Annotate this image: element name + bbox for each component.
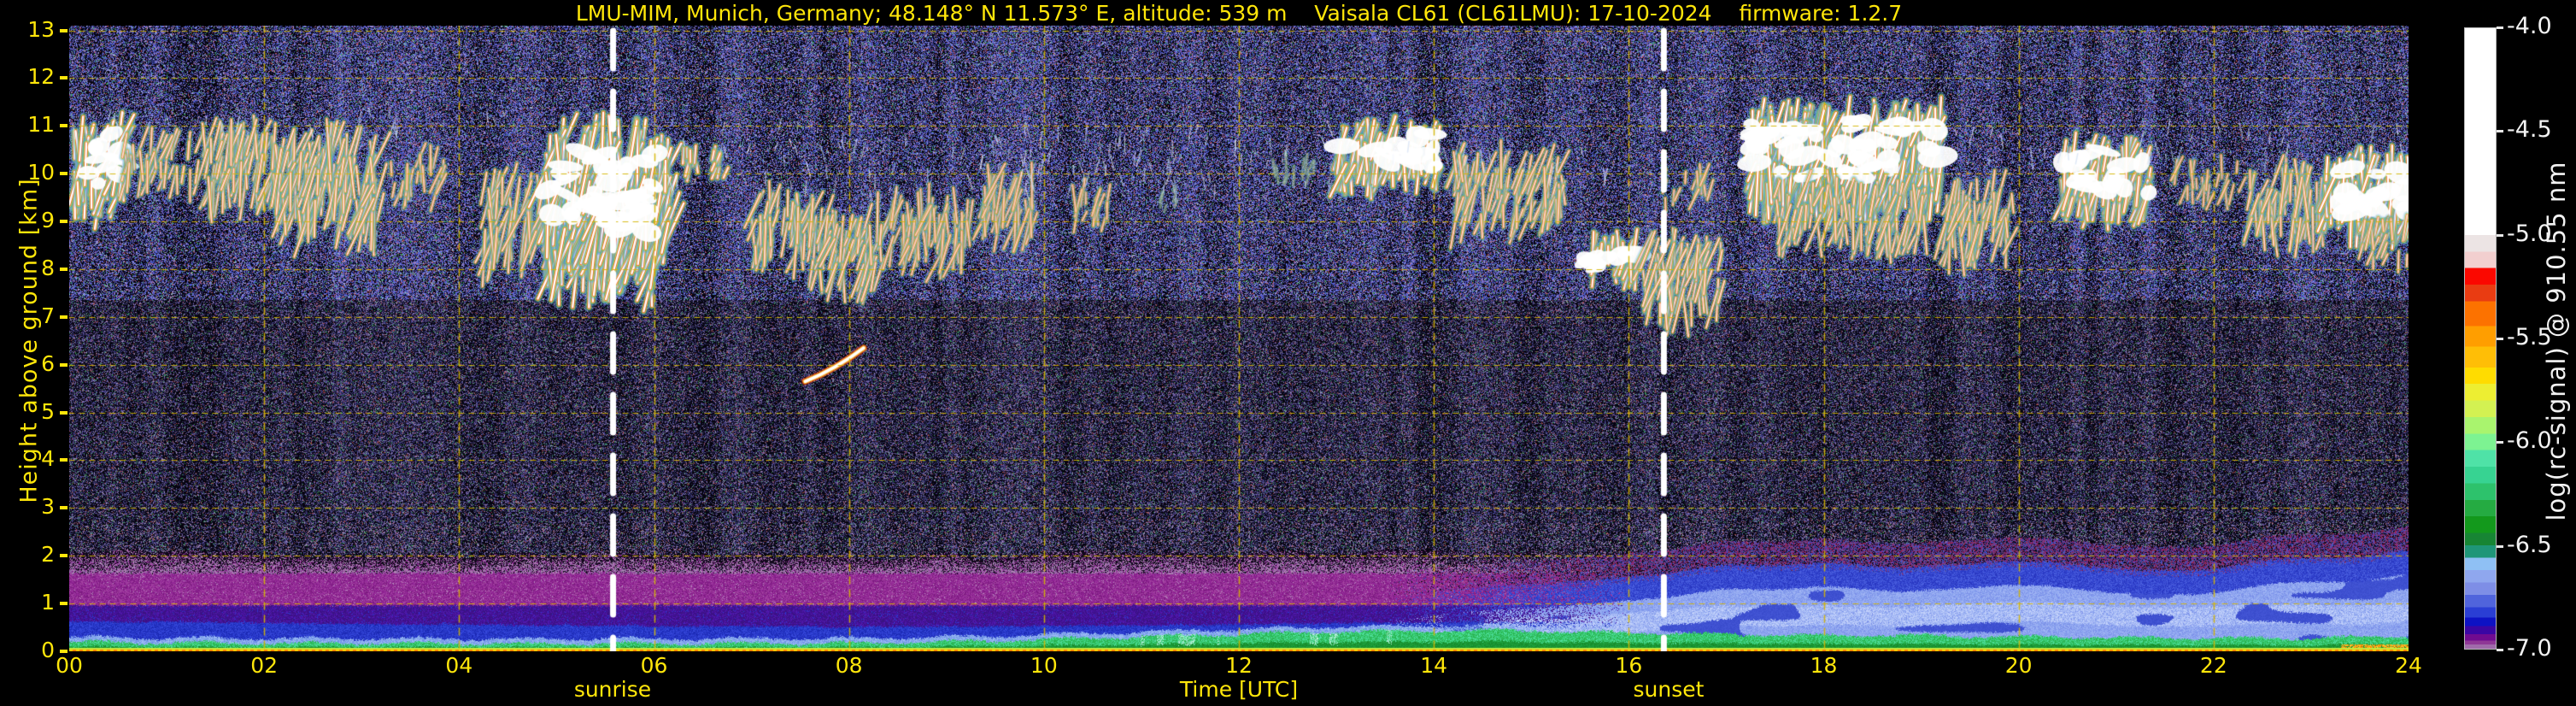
colorbar-label: log(rc-signal) @ 910.55 nm — [2542, 161, 2571, 521]
y-tick-label: 11 — [27, 112, 55, 138]
colorbar-tick-label: -4.0 — [2507, 13, 2552, 39]
y-tick-label: 5 — [41, 398, 55, 424]
x-tick-label: 16 — [1615, 653, 1643, 678]
x-tick-label: 06 — [640, 653, 668, 678]
y-tick-label: 9 — [41, 208, 55, 233]
y-tick-mark — [60, 28, 67, 32]
y-tick-label: 10 — [27, 160, 55, 185]
y-tick-mark — [60, 315, 67, 319]
colorbar — [2464, 27, 2497, 650]
y-tick-mark — [60, 362, 67, 367]
y-tick-label: 0 — [41, 638, 55, 662]
page-title: LMU-MIM, Munich, Germany; 48.148° N 11.5… — [575, 1, 1903, 26]
y-tick-label: 4 — [41, 446, 55, 472]
y-tick-mark — [60, 410, 67, 415]
x-tick-label: 24 — [2395, 653, 2422, 678]
y-tick-mark — [60, 172, 67, 176]
x-tick-label: 22 — [2199, 653, 2227, 678]
y-tick-mark — [60, 506, 67, 510]
y-tick-mark — [60, 458, 67, 462]
x-tick-label: 18 — [1810, 653, 1838, 678]
y-tick-label: 3 — [41, 494, 55, 520]
colorbar-tick-mark — [2497, 544, 2503, 548]
y-tick-mark — [60, 602, 67, 606]
y-tick-label: 8 — [41, 255, 55, 280]
x-tick-label: 08 — [835, 653, 863, 678]
y-tick-label: 12 — [27, 64, 55, 90]
x-axis-label: Time [UTC] — [1179, 677, 1299, 702]
y-tick-mark — [60, 650, 67, 653]
x-tick-label: 04 — [445, 653, 473, 678]
y-tick-mark — [60, 267, 67, 271]
colorbar-tick-label: -5.0 — [2507, 220, 2552, 247]
x-tick-label: 12 — [1225, 653, 1253, 678]
y-tick-label: 6 — [41, 350, 55, 376]
colorbar-tick-mark — [2497, 649, 2503, 651]
colorbar-tick-mark — [2497, 338, 2503, 340]
y-tick-mark — [60, 124, 67, 128]
x-tick-label: 10 — [1030, 653, 1058, 678]
colorbar-tick-mark — [2497, 130, 2503, 133]
sunrise-label: sunrise — [573, 677, 652, 702]
colorbar-tick-label: -6.5 — [2507, 531, 2552, 558]
colorbar-tick-mark — [2497, 233, 2503, 237]
colorbar-tick-label: -7.0 — [2507, 635, 2552, 662]
y-tick-label: 2 — [41, 542, 55, 568]
x-tick-label: 20 — [2004, 653, 2033, 678]
colorbar-tick-mark — [2497, 26, 2503, 29]
sunset-label: sunset — [1633, 677, 1705, 702]
y-tick-label: 1 — [41, 590, 55, 615]
y-tick-mark — [60, 554, 67, 558]
colorbar-tick-label: -5.5 — [2507, 324, 2552, 350]
heatmap-canvas — [69, 26, 2409, 651]
colorbar-tick-mark — [2497, 441, 2503, 444]
x-tick-label: 02 — [250, 653, 279, 678]
y-tick-mark — [60, 76, 67, 80]
y-tick-label: 13 — [27, 16, 55, 42]
colorbar-tick-label: -4.5 — [2507, 116, 2552, 144]
colorbar-tick-label: -6.0 — [2507, 427, 2552, 455]
x-tick-label: 14 — [1420, 653, 1448, 678]
x-tick-label: 00 — [56, 653, 83, 678]
y-tick-mark — [60, 220, 67, 224]
y-tick-label: 7 — [41, 303, 55, 328]
